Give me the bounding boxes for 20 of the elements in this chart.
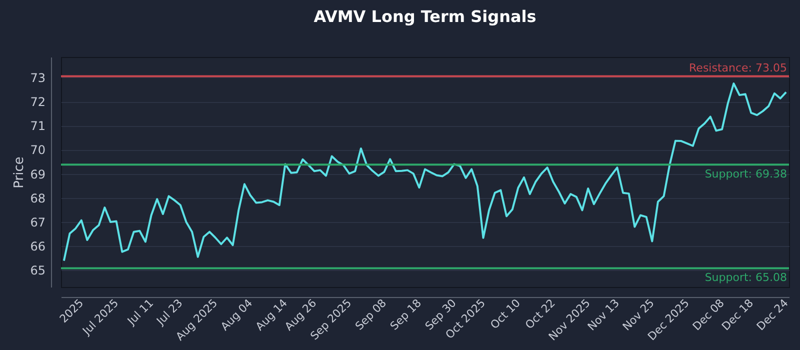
y-tick-label: 71	[30, 119, 46, 134]
y-tick-label: 67	[30, 215, 46, 230]
chart-title: AVMV Long Term Signals	[314, 7, 536, 26]
x-tick-label: Sep 18	[388, 296, 424, 333]
x-tick-label: Aug 04	[218, 296, 256, 334]
y-tick-label: 65	[30, 264, 46, 278]
ref-line-label: Resistance: 73.05	[689, 61, 787, 74]
ref-line-label: Support: 65.08	[704, 271, 787, 284]
ref-line-label: Support: 69.38	[704, 168, 787, 181]
y-axis-title: Price	[12, 156, 28, 188]
x-tick-label: Sep 08	[352, 296, 389, 333]
y-tick-label: 66	[30, 240, 46, 254]
x-tick-label: Oct 10	[488, 296, 523, 332]
y-tick-label: 70	[30, 143, 46, 158]
y-tick-label: 73	[30, 70, 46, 85]
x-tick-label: Dec 24	[754, 296, 791, 334]
y-tick-label: 69	[30, 167, 46, 182]
y-tick-label: 72	[30, 95, 46, 110]
y-tick-label: 68	[30, 191, 46, 206]
line-series	[62, 82, 788, 262]
